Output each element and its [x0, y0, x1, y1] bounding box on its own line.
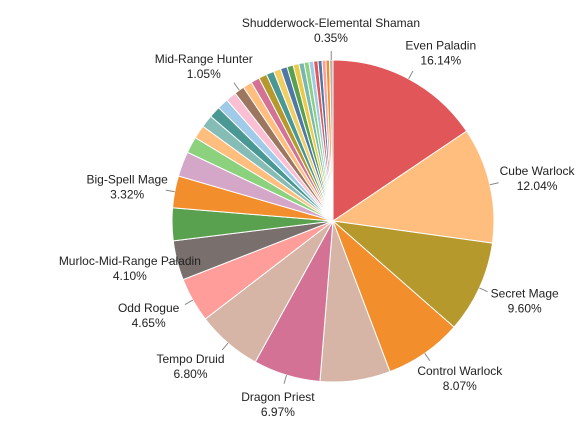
slice-percent-even-paladin: 16.14%: [420, 53, 461, 67]
pie-slices: [171, 59, 495, 383]
slice-label-secret-mage: Secret Mage: [491, 286, 559, 300]
pie-leader-lines: [165, 51, 499, 384]
slice-percent-control-warlock: 8.07%: [443, 379, 477, 393]
slice-percent-tempo-druid: 6.80%: [173, 367, 207, 381]
slice-label-murloc-mid-range-paladin: Murloc-Mid-Range Paladin: [59, 254, 201, 268]
slice-label-shudderwock-elemental-shaman: Shudderwock-Elemental Shaman: [242, 16, 420, 30]
slice-label-mid-range-hunter: Mid-Range Hunter: [155, 52, 253, 66]
slice-percent-shudderwock-elemental-shaman: 0.35%: [314, 31, 348, 45]
pie-slice-cube-warlock: [331, 130, 495, 244]
slice-label-tempo-druid: Tempo Druid: [156, 352, 224, 366]
leader-line-cube-warlock: [489, 182, 499, 186]
slice-label-even-paladin: Even Paladin: [405, 38, 476, 52]
leader-line-control-warlock: [424, 353, 431, 362]
leader-line-mid-range-hunter: [233, 82, 240, 91]
slice-percent-murloc-mid-range-paladin: 4.10%: [113, 269, 147, 283]
leader-line-secret-mage: [479, 287, 488, 293]
leader-line-big-spell-mage: [165, 189, 175, 193]
pie-slice-secret-mage: [331, 220, 494, 328]
slice-label-dragon-priest: Dragon Priest: [241, 390, 315, 404]
leader-line-odd-rogue: [184, 299, 194, 305]
slice-percent-dragon-priest: 6.97%: [261, 405, 295, 419]
slice-label-big-spell-mage: Big-Spell Mage: [86, 172, 168, 186]
pie-slice-even-paladin: [332, 59, 468, 222]
pie-slice-shudderwock-elemental-shaman: [329, 59, 334, 222]
slice-label-cube-warlock: Cube Warlock: [500, 164, 576, 178]
slice-percent-cube-warlock: 12.04%: [517, 179, 558, 193]
slice-label-control-warlock: Control Warlock: [417, 364, 503, 378]
leader-line-murloc-mid-range-paladin: [168, 260, 178, 264]
slice-percent-big-spell-mage: 3.32%: [110, 187, 144, 201]
slice-percent-mid-range-hunter: 1.05%: [187, 67, 221, 81]
leader-line-tempo-druid: [221, 342, 229, 351]
slice-percent-odd-rogue: 4.65%: [132, 316, 166, 330]
slice-label-odd-rogue: Odd Rogue: [118, 301, 180, 315]
leader-line-dragon-priest: [283, 375, 288, 384]
leader-line-even-paladin: [408, 70, 414, 80]
slice-percent-secret-mage: 9.60%: [508, 301, 542, 315]
